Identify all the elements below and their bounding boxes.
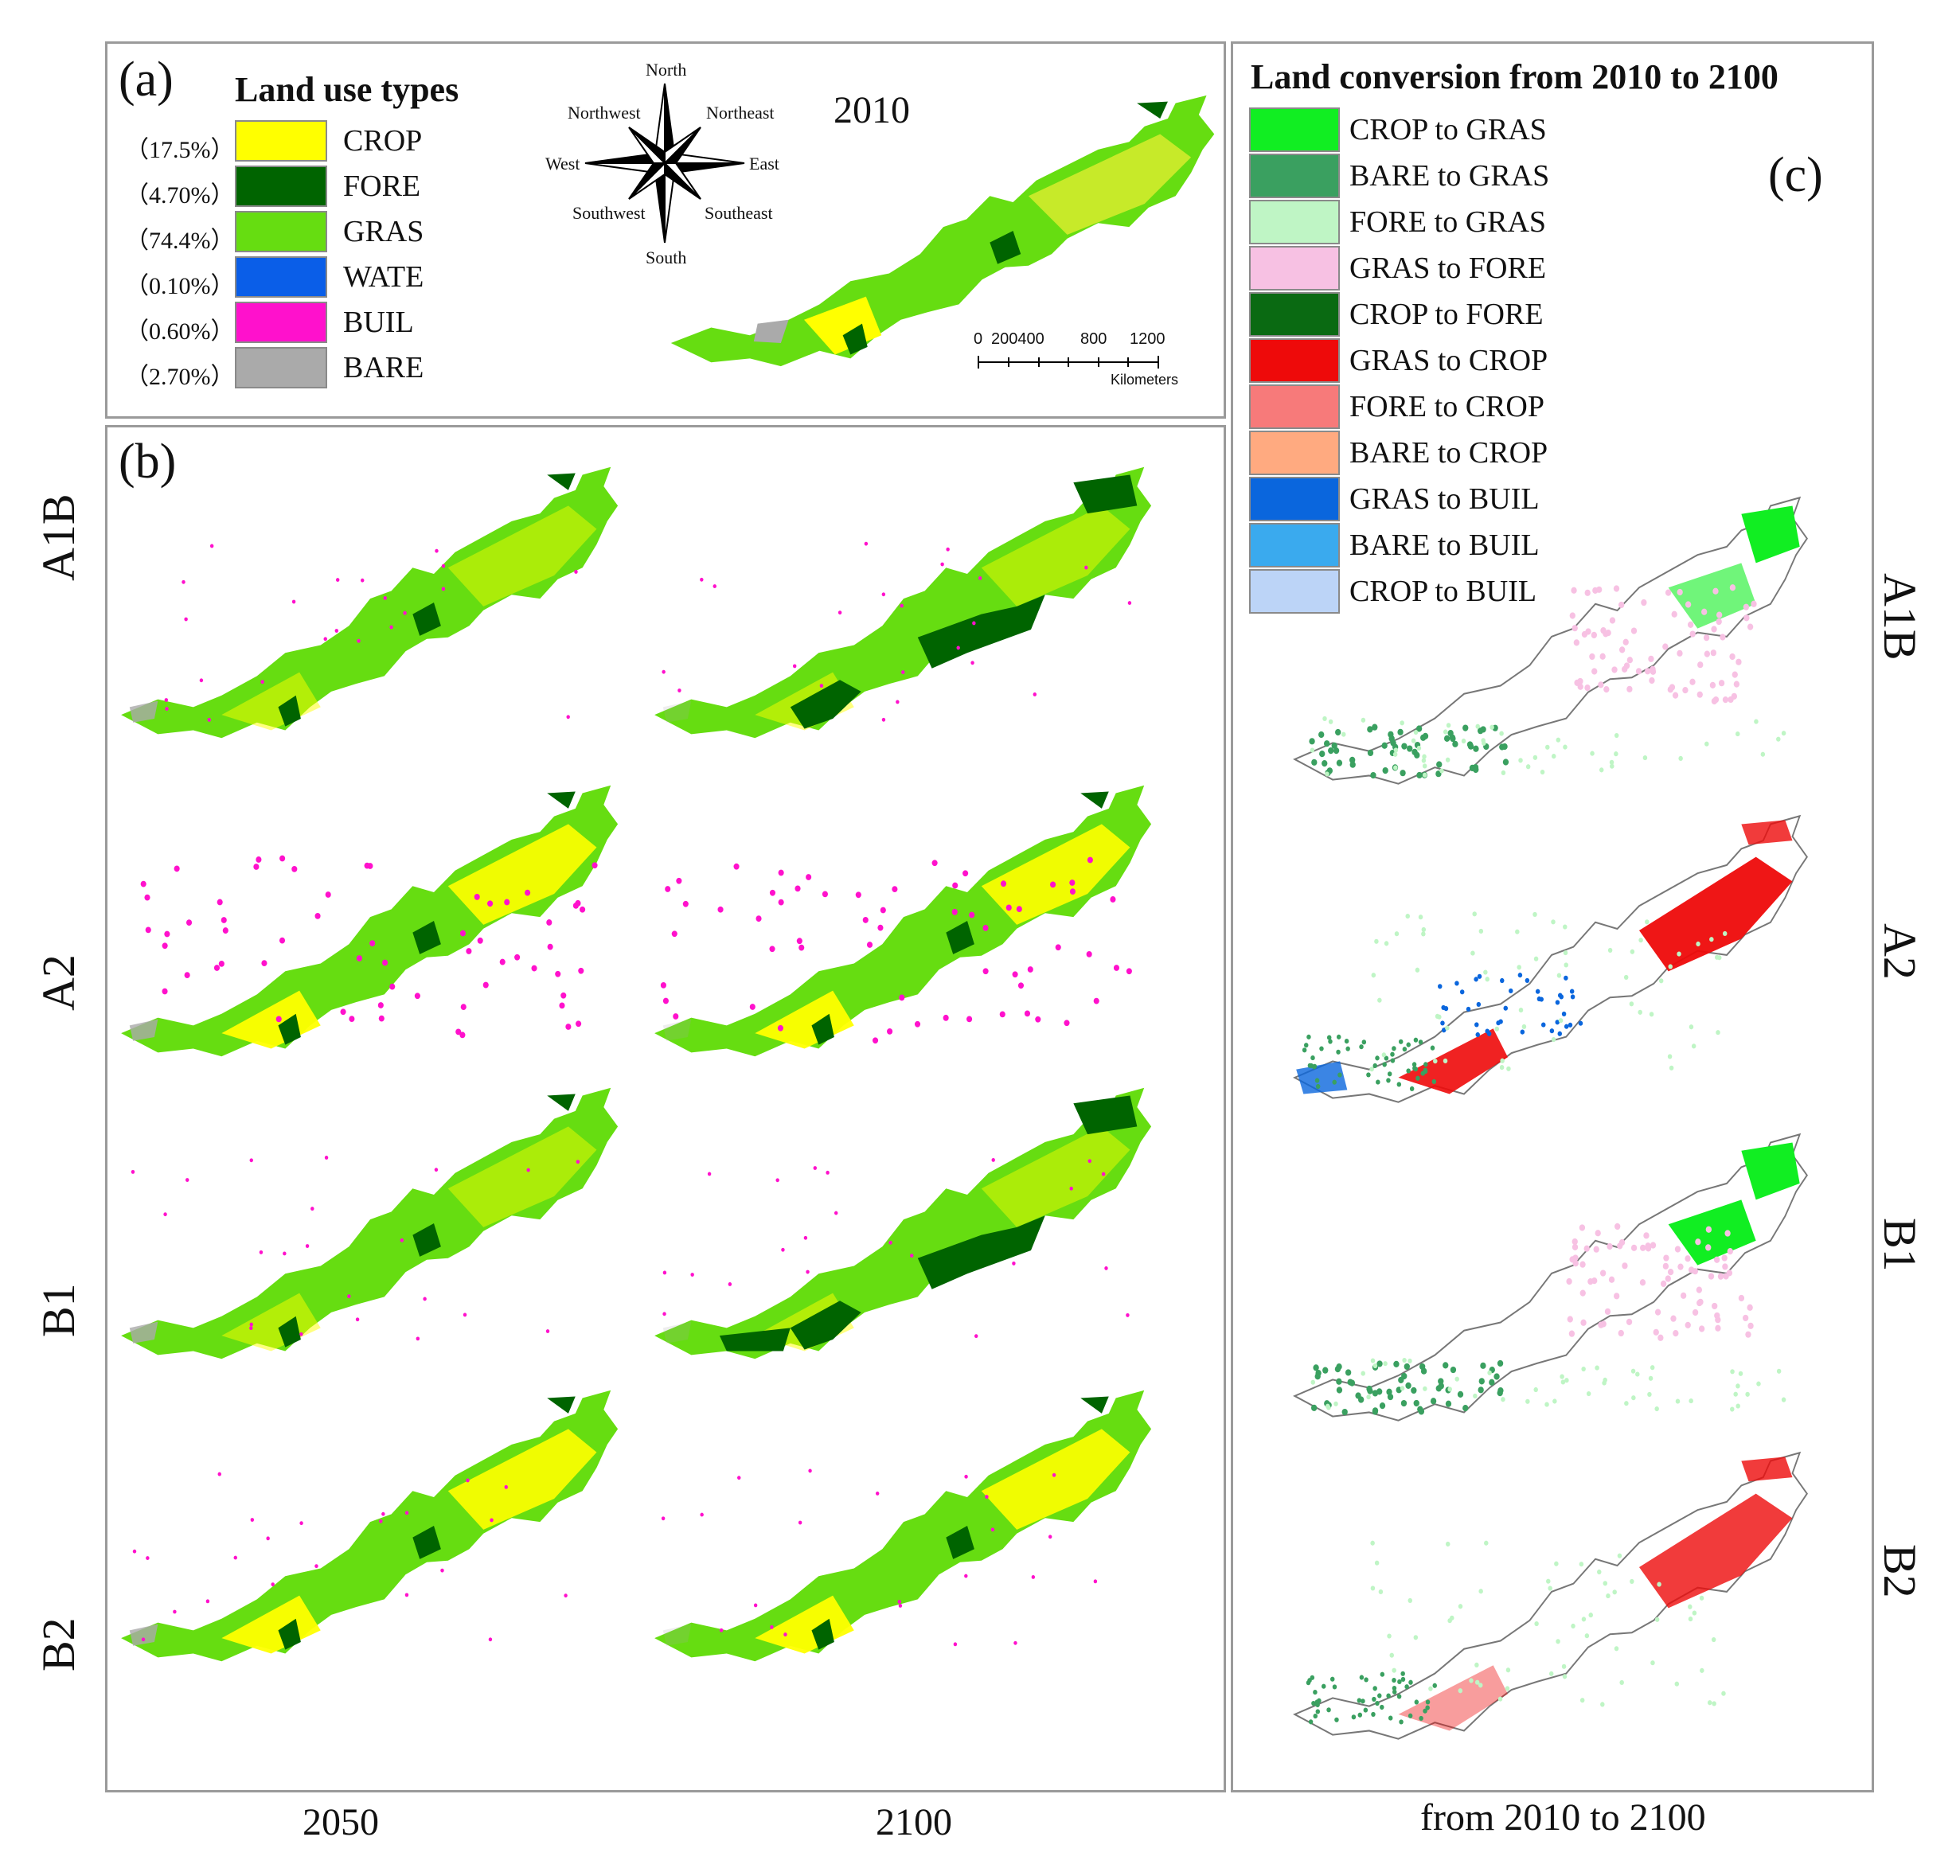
conversion-legend-title: Land conversion from 2010 to 2100 — [1251, 57, 1778, 96]
row-label-a1b: A1B — [33, 493, 84, 581]
row-label-b2: B2 — [33, 1617, 84, 1671]
land-use-legend-title: Land use types — [235, 70, 459, 109]
legend-label-buil: BUIL — [343, 306, 414, 339]
conversion-label-fore-to-crop: FORE to CROP — [1349, 390, 1544, 423]
land-use-map-a1b-2050 — [121, 466, 619, 739]
column-label-2050: 2050 — [303, 1801, 379, 1843]
map-year-label: 2010 — [834, 89, 910, 131]
compass-north: North — [646, 60, 687, 80]
compass-northeast: Northeast — [706, 103, 775, 123]
conversion-swatch-gras-to-buil — [1249, 477, 1340, 521]
scale-tick-2: 800 — [1080, 330, 1107, 348]
legend-pct-fore: （4.70%） — [125, 182, 235, 209]
land-use-map-b1-2100 — [654, 1087, 1152, 1359]
conversion-swatch-crop-to-gras — [1249, 107, 1340, 152]
compass-rose: North Northeast East Southeast South Sou… — [537, 60, 792, 283]
conversion-label-crop-to-fore: CROP to FORE — [1349, 298, 1544, 331]
compass-southwest: Southwest — [572, 203, 646, 223]
legend-pct-wate: （0.10%） — [125, 273, 235, 299]
panel-a: (a) Land use types （17.5%） CROP （4.70%） FOR… — [105, 41, 1226, 419]
conversion-swatch-bare-to-buil — [1249, 523, 1340, 567]
legend-label-gras: GRAS — [343, 215, 424, 248]
legend-pct-bare: （2.70%） — [125, 364, 235, 390]
land-conversion-map-a1b — [1294, 497, 1808, 785]
legend-pct-gras: （74.4%） — [125, 228, 235, 254]
compass-east: East — [749, 154, 779, 174]
column-label-2100: 2100 — [876, 1801, 952, 1843]
row-label-c-b2: B2 — [1874, 1544, 1926, 1598]
panel-c-letter: (c) — [1768, 148, 1823, 202]
panel-b-letter: (b) — [119, 435, 177, 489]
conversion-label-gras-to-crop: GRAS to CROP — [1349, 344, 1548, 377]
column-label-change: from 2010 to 2100 — [1420, 1796, 1706, 1839]
conversion-label-crop-to-buil: CROP to BUIL — [1349, 575, 1537, 608]
legend-swatch-bare — [235, 347, 327, 388]
compass-southeast: Southeast — [705, 203, 773, 223]
legend-swatch-buil — [235, 302, 327, 343]
land-use-map-b2-2050 — [121, 1390, 619, 1662]
conversion-swatch-fore-to-crop — [1249, 384, 1340, 429]
land-use-map-a2-2050 — [121, 785, 619, 1057]
legend-label-fore: FORE — [343, 170, 421, 203]
row-label-c-a2: A2 — [1874, 923, 1926, 980]
conversion-swatch-bare-to-gras — [1249, 154, 1340, 198]
legend-swatch-fore — [235, 166, 327, 207]
row-label-c-b1: B1 — [1874, 1218, 1926, 1272]
legend-label-wate: WATE — [343, 260, 424, 294]
scale-bar: 0 200400 800 1200 Kilometers — [967, 330, 1206, 402]
legend-swatch-wate — [235, 256, 327, 298]
conversion-swatch-gras-to-fore — [1249, 246, 1340, 291]
land-use-map-b2-2100 — [654, 1390, 1152, 1662]
conversion-label-bare-to-gras: BARE to GRAS — [1349, 159, 1550, 193]
compass-west: West — [545, 154, 580, 174]
panel-b: (b) — [105, 425, 1226, 1792]
compass-star-icon — [584, 83, 745, 244]
panel-c: Land conversion from 2010 to 2100 (c) CR… — [1231, 41, 1874, 1792]
row-label-b1: B1 — [33, 1283, 84, 1337]
scale-unit: Kilometers — [1111, 372, 1179, 388]
land-use-map-b1-2050 — [121, 1087, 619, 1359]
conversion-swatch-crop-to-buil — [1249, 569, 1340, 614]
land-use-map-a2-2100 — [654, 785, 1152, 1057]
scale-tick-0: 0 — [974, 330, 983, 348]
scale-tick-3: 1200 — [1130, 330, 1165, 348]
legend-swatch-crop — [235, 120, 327, 162]
land-use-map-2010 — [670, 95, 1215, 367]
conversion-label-bare-to-buil: BARE to BUIL — [1349, 528, 1540, 562]
compass-south: South — [646, 248, 687, 267]
conversion-label-crop-to-gras: CROP to GRAS — [1349, 113, 1547, 146]
row-label-a2: A2 — [33, 954, 84, 1011]
legend-label-bare: BARE — [343, 351, 424, 384]
conversion-swatch-fore-to-gras — [1249, 200, 1340, 244]
scale-bar-line — [978, 356, 1159, 369]
land-conversion-map-a2 — [1294, 815, 1808, 1103]
conversion-label-gras-to-fore: GRAS to FORE — [1349, 252, 1547, 285]
row-label-c-a1b: A1B — [1874, 573, 1926, 661]
legend-pct-buil: （0.60%） — [125, 318, 235, 345]
conversion-swatch-bare-to-crop — [1249, 431, 1340, 475]
legend-label-crop: CROP — [343, 124, 423, 158]
land-conversion-map-b2 — [1294, 1452, 1808, 1740]
compass-northwest: Northwest — [568, 103, 641, 123]
conversion-swatch-gras-to-crop — [1249, 338, 1340, 383]
legend-pct-crop: （17.5%） — [125, 137, 235, 163]
conversion-label-bare-to-crop: BARE to CROP — [1349, 436, 1548, 470]
conversion-label-fore-to-gras: FORE to GRAS — [1349, 205, 1547, 239]
conversion-label-gras-to-buil: GRAS to BUIL — [1349, 482, 1540, 516]
conversion-swatch-crop-to-fore — [1249, 292, 1340, 337]
land-use-map-a1b-2100 — [654, 466, 1152, 739]
panel-a-letter: (a) — [119, 53, 174, 107]
scale-tick-1: 200400 — [991, 330, 1044, 348]
legend-swatch-gras — [235, 211, 327, 252]
land-conversion-map-b1 — [1294, 1133, 1808, 1422]
